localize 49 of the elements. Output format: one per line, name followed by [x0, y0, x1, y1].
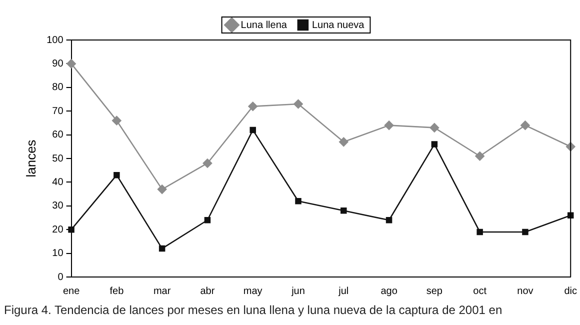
x-tick-label: abr	[200, 286, 216, 297]
x-tick-label: sep	[426, 286, 443, 297]
point	[294, 99, 303, 109]
point	[522, 228, 528, 236]
y-axis-title: lances	[23, 139, 38, 178]
y-tick-label: 20	[52, 224, 64, 236]
x-tick-label: dic	[564, 286, 578, 297]
x-tick-label: ene	[62, 286, 80, 297]
point	[68, 226, 74, 233]
point	[114, 172, 120, 178]
legend-label: Luna llena	[240, 20, 288, 31]
y-tick-label: 50	[52, 153, 64, 164]
point	[520, 120, 530, 130]
point	[476, 228, 483, 236]
point	[338, 137, 348, 147]
x-tick-label: oct	[473, 286, 487, 297]
y-tick-label: 90	[52, 58, 64, 70]
y-tick-label: 40	[52, 176, 64, 188]
point	[202, 158, 212, 168]
point	[430, 123, 440, 132]
y-tick-label: 0	[58, 272, 64, 283]
y-tick-label: 60	[52, 130, 64, 141]
y-tick-label: 30	[52, 200, 64, 212]
x-tick-label: may	[243, 286, 262, 297]
point	[66, 59, 76, 68]
y-tick-label: 10	[52, 248, 64, 260]
y-tick-label: 100	[46, 34, 64, 46]
y-tick-label: 80	[52, 82, 64, 94]
point	[248, 102, 258, 112]
x-tick-label: nov	[517, 286, 534, 297]
point	[386, 216, 392, 224]
x-tick-label: mar	[153, 286, 172, 297]
point	[431, 141, 438, 148]
point	[112, 116, 122, 126]
x-tick-label: jul	[338, 286, 349, 297]
point	[250, 126, 256, 134]
point	[158, 245, 166, 252]
point	[475, 151, 484, 161]
point	[157, 184, 167, 194]
point	[340, 208, 347, 214]
x-tick-label: ago	[380, 286, 398, 297]
point	[384, 120, 394, 130]
x-tick-label: jun	[290, 286, 305, 297]
x-tick-label: feb	[110, 286, 124, 297]
point	[204, 216, 211, 224]
point	[295, 198, 302, 204]
y-tick-label: 70	[52, 106, 64, 117]
text: Figura 4. Tendencia de lances por meses en luna llena y luna nueva de la captura de 2001 en	[4, 303, 502, 317]
legend-label: Luna nueva	[312, 20, 365, 31]
